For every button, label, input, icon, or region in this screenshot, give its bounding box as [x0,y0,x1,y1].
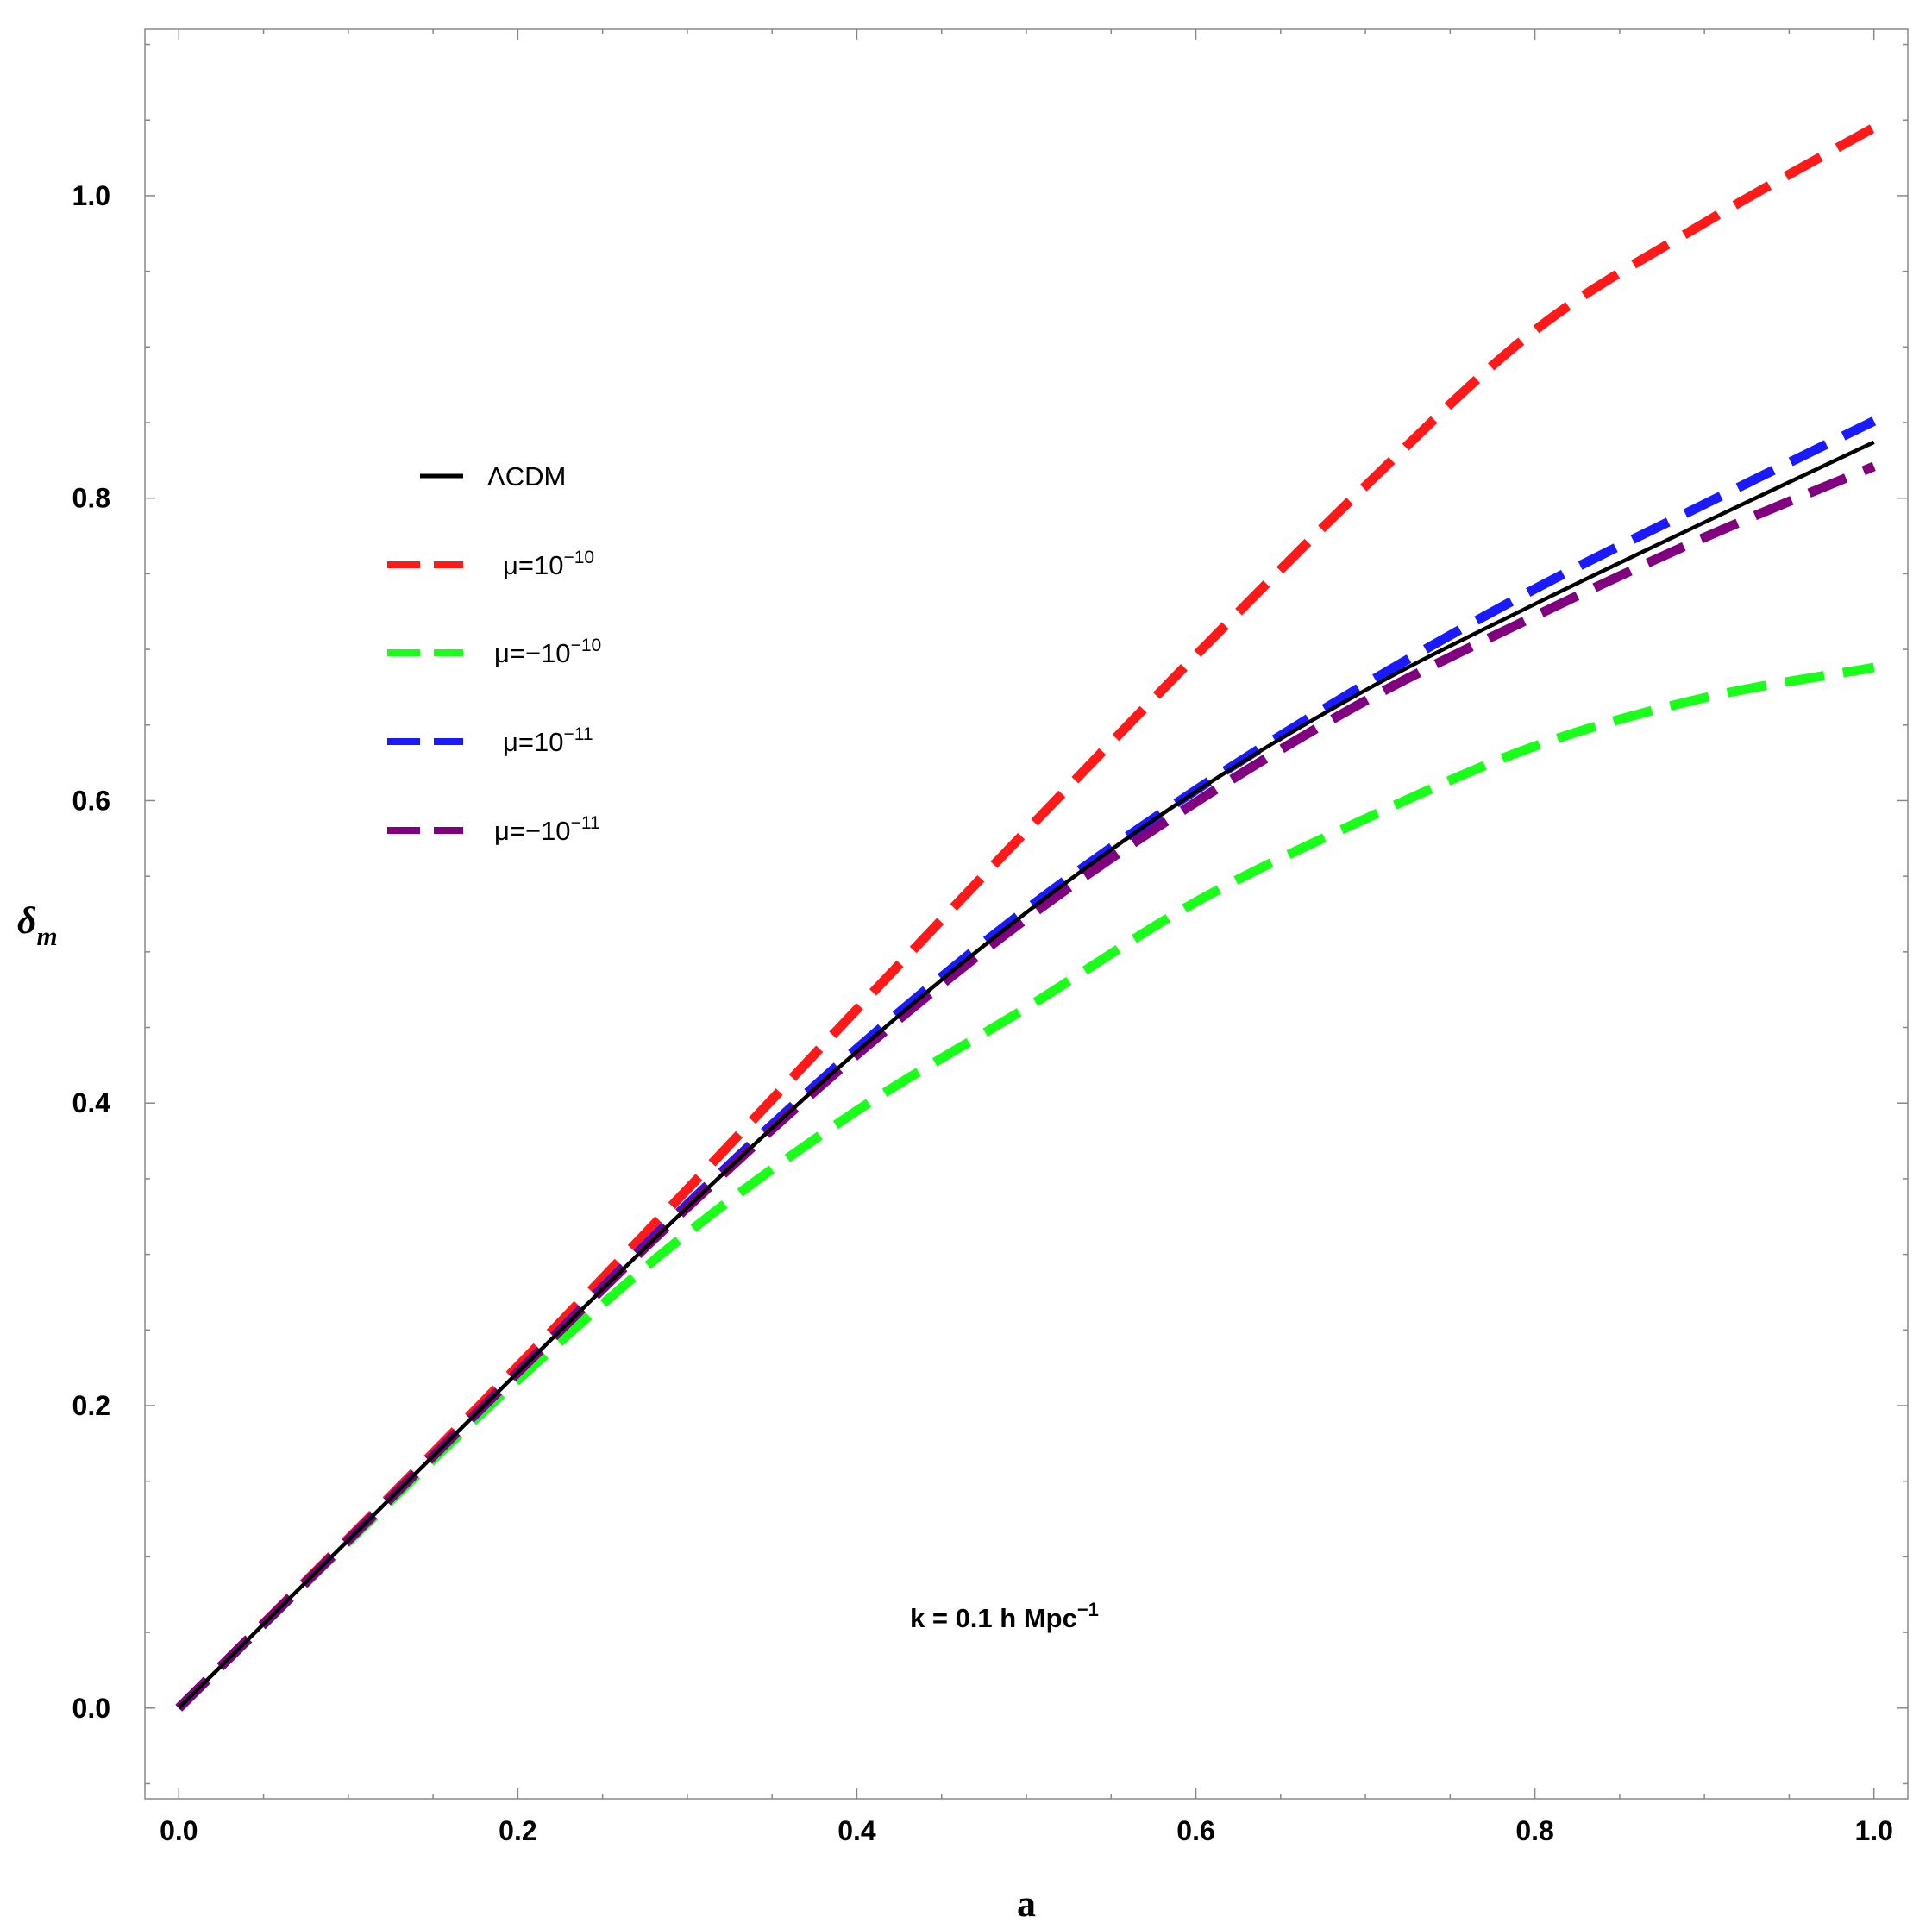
x-tick-label: 0.8 [1515,1815,1553,1846]
y-tick-label: 0.6 [72,785,110,816]
y-tick-label: 1.0 [72,180,110,211]
y-tick-label: 0.0 [72,1693,110,1724]
y-tick-label: 0.4 [72,1087,111,1118]
series-line-3 [175,416,1877,1712]
legend-label: ΛCDM [487,461,566,492]
annotation-superscript: −1 [1077,1599,1099,1620]
legend-label-main: μ=−10 [494,638,571,668]
y-axis-label: δm [17,899,58,951]
legend-label-superscript: −10 [571,636,602,655]
legend-label-superscript: −11 [563,724,593,744]
series-layer [175,123,1877,1712]
legend-entry-4: μ=−10−11 [387,813,600,846]
legend-entry-0: ΛCDM [420,461,566,492]
legend-entry-3: μ=10−11 [387,724,593,757]
legend-label: μ=10−11 [503,724,593,757]
legend-label-main: ΛCDM [487,461,566,492]
y-axis-label-subscript: m [37,921,58,951]
series-line-0 [177,440,1875,1710]
x-tick-label: 0.0 [160,1815,198,1846]
legend-entry-2: μ=−10−10 [387,636,601,668]
axis-tick-labels: 0.0 0.2 0.4 0.6 0.8 1.0 0.0 0.2 0.4 0.6 0.8 1.0 [72,180,1893,1846]
legend-label-superscript: −11 [571,813,600,833]
series-line-2 [175,662,1875,1712]
y-axis-label-main: δ [17,899,37,942]
axis-ticks [145,29,1908,1799]
series-line-4 [175,461,1876,1712]
legend-label-main: μ=−10 [494,816,571,846]
y-tick-label: 0.2 [72,1390,110,1421]
x-tick-label: 1.0 [1854,1815,1892,1846]
legend-label-main: μ=10 [503,550,563,580]
y-tick-label: 0.8 [72,483,110,514]
legend-label: μ=10−10 [503,548,594,580]
annotation-text: k = 0.1 h Mpc [910,1603,1077,1633]
legend-label-superscript: −10 [563,548,594,567]
x-tick-label: 0.4 [837,1815,876,1846]
legend-label: μ=−10−10 [494,636,601,668]
legend-entry-1: μ=10−10 [387,548,594,580]
x-axis-label: a [1017,1882,1036,1925]
x-tick-label: 0.6 [1176,1815,1214,1846]
x-tick-label: 0.2 [499,1815,536,1846]
legend-label-main: μ=10 [503,727,563,757]
legend-label: μ=−10−11 [494,813,600,846]
series-line-1 [175,123,1877,1712]
annotation-wavenumber: k = 0.1 h Mpc−1 [910,1599,1099,1633]
